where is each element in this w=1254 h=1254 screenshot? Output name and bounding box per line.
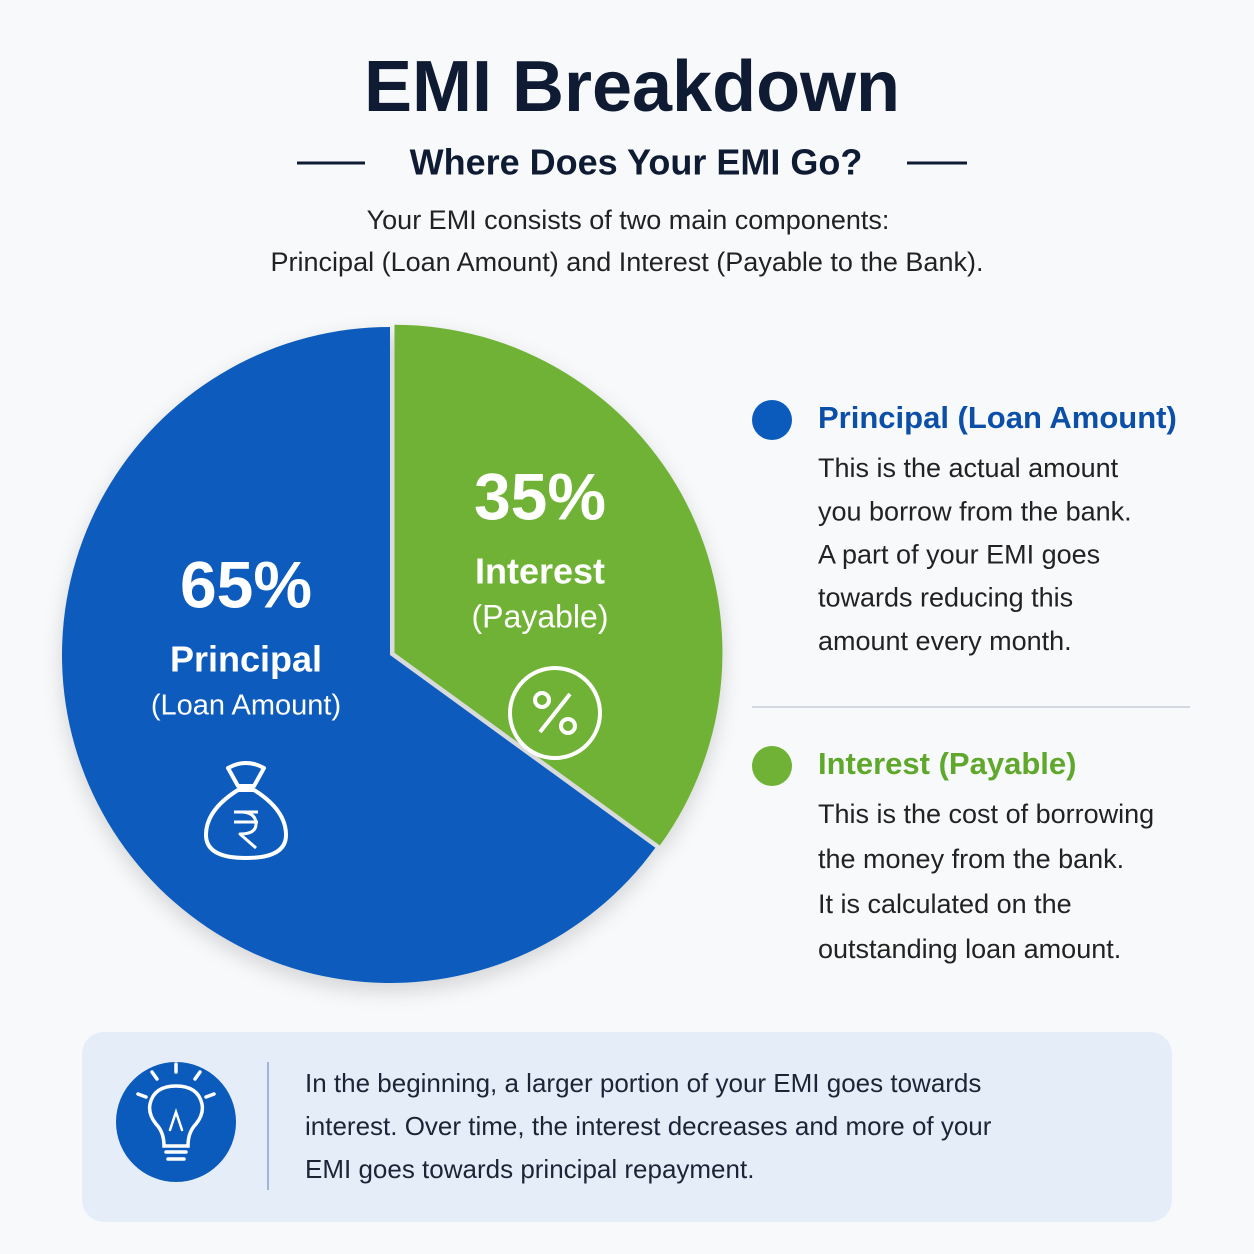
legend-description: This is the actual amount	[818, 453, 1119, 483]
legend-description: A part of your EMI goes	[818, 540, 1100, 570]
legend-title: Interest (Payable)	[818, 746, 1076, 781]
pie-slice	[394, 324, 723, 846]
slice-label: Interest	[475, 551, 605, 592]
subtitle: Where Does Your EMI Go?	[410, 142, 863, 183]
legend-description: towards reducing this	[818, 583, 1073, 613]
pie-labels: 65% Principal (Loan Amount) 35% Interest (Pay…	[151, 459, 609, 721]
percent-icon	[508, 666, 602, 760]
legend-description: outstanding loan amount.	[818, 934, 1121, 964]
tip-line: EMI goes towards principal repayment.	[305, 1154, 754, 1184]
slice-sublabel: (Payable)	[472, 598, 609, 634]
tip-icon-bg	[116, 1062, 236, 1182]
legend-description: It is calculated on the	[818, 889, 1072, 919]
tip-box	[82, 1032, 1172, 1222]
slice-sublabel: (Loan Amount)	[151, 690, 341, 722]
slice-value-label: 65%	[180, 547, 312, 621]
slice-label: Principal	[170, 639, 322, 680]
tip-line: In the beginning, a larger portion of yo…	[305, 1068, 981, 1098]
legend-marker	[752, 746, 792, 786]
title: EMI Breakdown	[364, 47, 900, 127]
tip-line: interest. Over time, the interest decrea…	[305, 1111, 992, 1141]
money-bag-icon	[204, 761, 288, 860]
legend: Principal (Loan Amount) This is the actua…	[752, 400, 1177, 964]
legend-marker	[752, 400, 792, 440]
tip-text: In the beginning, a larger portion of yo…	[305, 1068, 992, 1184]
lightbulb-icon	[136, 1062, 216, 1161]
description: Your EMI consists of two main components…	[367, 205, 890, 235]
legend-description: you borrow from the bank.	[818, 496, 1132, 526]
legend-description: the money from the bank.	[818, 844, 1124, 874]
description: Principal (Loan Amount) and Interest (Pa…	[271, 247, 984, 277]
legend-description: This is the cost of borrowing	[818, 799, 1154, 829]
legend-title: Principal (Loan Amount)	[818, 400, 1177, 435]
slice-value-label: 35%	[474, 459, 606, 533]
legend-description: amount every month.	[818, 626, 1072, 656]
